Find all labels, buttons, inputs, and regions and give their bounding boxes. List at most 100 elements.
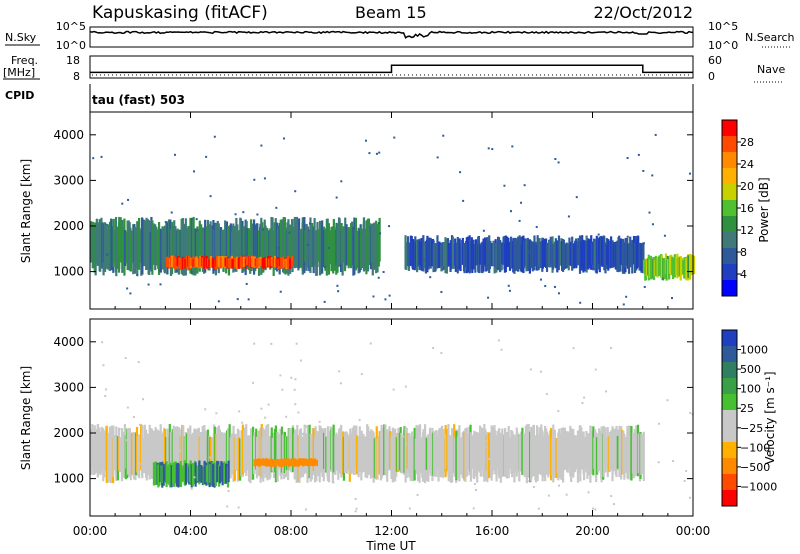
data-cell — [107, 432, 110, 478]
data-cell — [204, 219, 207, 273]
data-cell — [435, 429, 438, 477]
data-cell — [501, 434, 505, 476]
data-cell — [267, 459, 270, 466]
data-cell — [362, 438, 365, 469]
data-point — [545, 393, 548, 396]
data-point — [626, 235, 629, 238]
data-point — [537, 507, 540, 510]
data-cell — [211, 437, 214, 478]
data-cell — [190, 434, 193, 483]
data-cell — [154, 224, 157, 271]
data-cell — [585, 241, 589, 269]
data-cell — [507, 244, 510, 267]
data-cell — [525, 239, 528, 272]
velocity-y-tick-label: 2000 — [53, 426, 84, 440]
data-cell — [314, 459, 317, 466]
data-cell — [635, 239, 638, 269]
data-cell — [205, 226, 208, 265]
data-point — [304, 425, 307, 428]
data-cell — [317, 229, 320, 262]
colorbar-tick-label: 1000 — [740, 344, 768, 357]
data-cell — [292, 427, 295, 473]
velocity-y-tick-label: 3000 — [53, 380, 84, 394]
data-cell — [187, 428, 190, 483]
data-point — [597, 263, 600, 266]
colorbar-swatch — [722, 168, 737, 185]
data-cell — [461, 432, 464, 479]
colorbar-swatch — [722, 248, 737, 265]
data-point — [541, 237, 544, 240]
data-point — [605, 390, 608, 393]
data-point — [337, 290, 340, 293]
data-point — [275, 206, 278, 209]
data-point — [511, 145, 514, 148]
data-point — [440, 290, 443, 293]
data-point — [657, 461, 660, 464]
data-point — [482, 229, 485, 232]
data-cell — [178, 427, 181, 474]
nsky-panel: N.Sky 10^5 10^0 10^5 10^0 N.Search — [5, 20, 795, 52]
data-point — [603, 250, 606, 253]
data-cell — [583, 437, 586, 481]
data-cell — [621, 238, 625, 274]
data-cell — [459, 243, 462, 272]
colorbar-swatch — [722, 346, 737, 363]
data-cell — [94, 227, 97, 276]
data-point — [422, 259, 425, 262]
data-cell — [582, 239, 585, 273]
data-cell — [317, 431, 320, 476]
data-cell — [461, 237, 464, 265]
data-cell — [242, 230, 245, 264]
data-point — [209, 195, 212, 198]
data-cell — [251, 223, 255, 262]
data-cell — [335, 434, 338, 470]
data-cell — [474, 239, 478, 266]
data-point — [139, 462, 142, 465]
data-cell — [528, 239, 531, 274]
data-point — [688, 172, 691, 175]
data-cell — [635, 425, 638, 469]
data-point — [553, 285, 556, 288]
data-cell — [534, 241, 537, 266]
data-point — [557, 484, 560, 487]
data-point — [377, 222, 380, 225]
data-cell — [526, 429, 529, 476]
data-cell — [360, 430, 363, 474]
data-cell — [343, 431, 346, 474]
data-cell — [166, 465, 170, 484]
data-cell — [436, 235, 439, 268]
data-point — [121, 202, 124, 205]
data-point — [315, 435, 318, 438]
data-cell — [359, 227, 363, 269]
data-cell — [508, 437, 512, 469]
data-cell — [192, 259, 195, 267]
data-point — [227, 490, 230, 493]
data-cell — [295, 459, 299, 467]
data-cell — [397, 427, 400, 470]
data-cell — [668, 255, 672, 274]
data-point — [382, 271, 385, 274]
data-cell — [486, 240, 489, 271]
data-point — [520, 201, 523, 204]
data-cell — [371, 223, 374, 276]
colorbar-swatch — [722, 458, 737, 475]
data-cell — [651, 258, 654, 279]
data-point — [195, 218, 198, 221]
data-point — [260, 144, 263, 147]
data-cell — [383, 424, 386, 475]
data-cell — [624, 437, 628, 473]
data-cell — [378, 431, 381, 475]
power-colorbar: 28 24 20 16 12 8 4 Power [dB] — [721, 119, 771, 297]
data-cell — [214, 433, 217, 482]
data-point — [610, 495, 613, 498]
data-cell — [556, 240, 559, 273]
colorbar-swatch — [722, 200, 737, 217]
data-cell — [291, 219, 294, 273]
data-cell — [589, 425, 592, 475]
data-cell — [194, 228, 197, 263]
data-cell — [654, 255, 657, 276]
data-cell — [466, 236, 470, 273]
data-cell — [616, 240, 619, 272]
data-point — [535, 225, 538, 228]
data-cell — [407, 242, 411, 267]
